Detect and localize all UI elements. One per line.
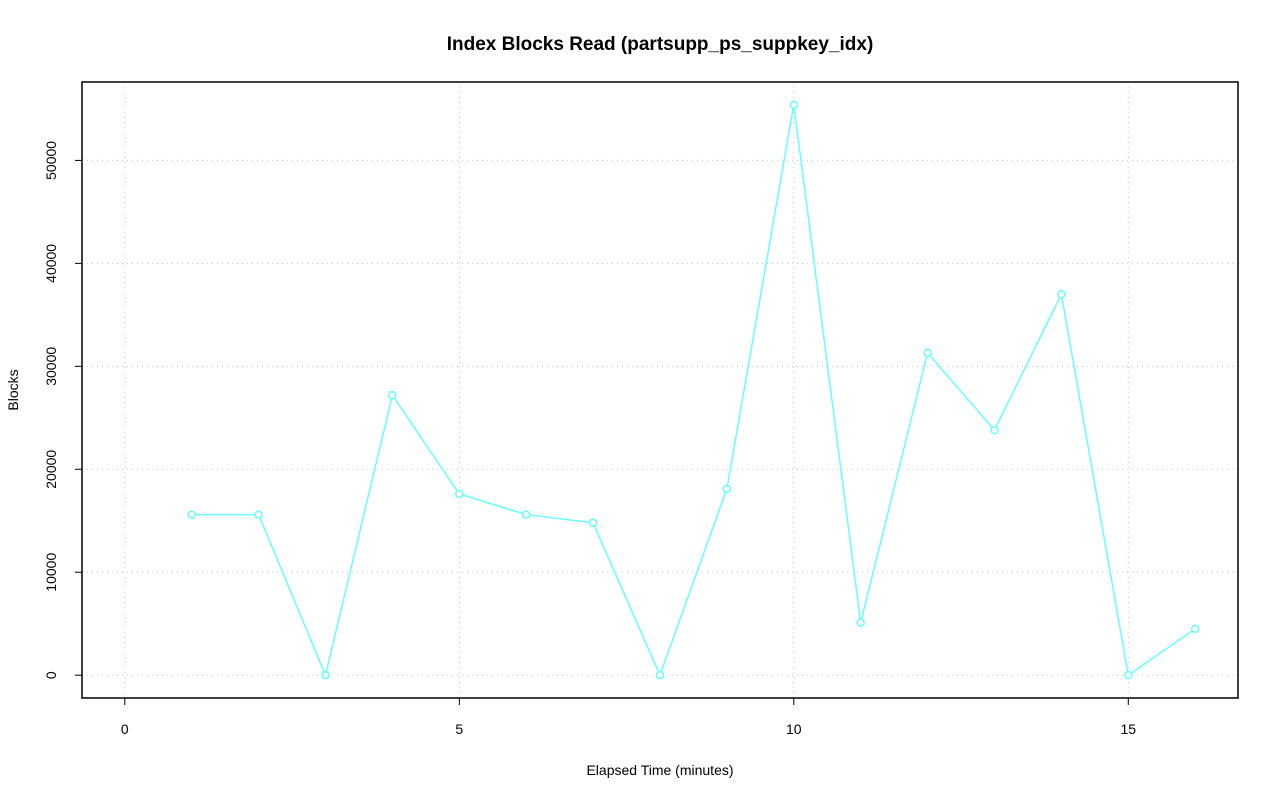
point (521, 510, 531, 519)
point (187, 510, 196, 519)
point (655, 670, 665, 680)
y-axis-label: Blocks (5, 369, 21, 410)
point (388, 390, 397, 400)
y-tick-label: 30000 (43, 347, 59, 386)
point (588, 518, 598, 528)
point (923, 348, 932, 358)
point (789, 100, 799, 110)
x-tick-label: 0 (121, 721, 129, 737)
line (191, 104, 1196, 678)
y-tick-label: 50000 (43, 141, 59, 180)
y-tick-label: 40000 (43, 244, 59, 283)
x-tick-label: 5 (455, 721, 463, 737)
point (1190, 624, 1200, 634)
x-tick-label: 15 (1120, 721, 1136, 737)
point (321, 670, 330, 680)
plot-frame (81, 81, 1239, 699)
point (1124, 670, 1133, 680)
y-tick-label: 20000 (43, 450, 59, 489)
point (254, 510, 263, 519)
point (455, 489, 464, 499)
y-tick-label: 0 (43, 671, 59, 679)
point (990, 425, 999, 435)
point (856, 618, 865, 627)
point (1057, 290, 1066, 299)
x-tick-label: 10 (786, 721, 802, 737)
y-tick-label: 10000 (43, 553, 59, 592)
chart-title: Index Blocks Read (partsupp_ps_suppkey_i… (447, 34, 874, 55)
point (722, 484, 732, 494)
x-axis-label: Elapsed Time (minutes) (586, 762, 733, 778)
